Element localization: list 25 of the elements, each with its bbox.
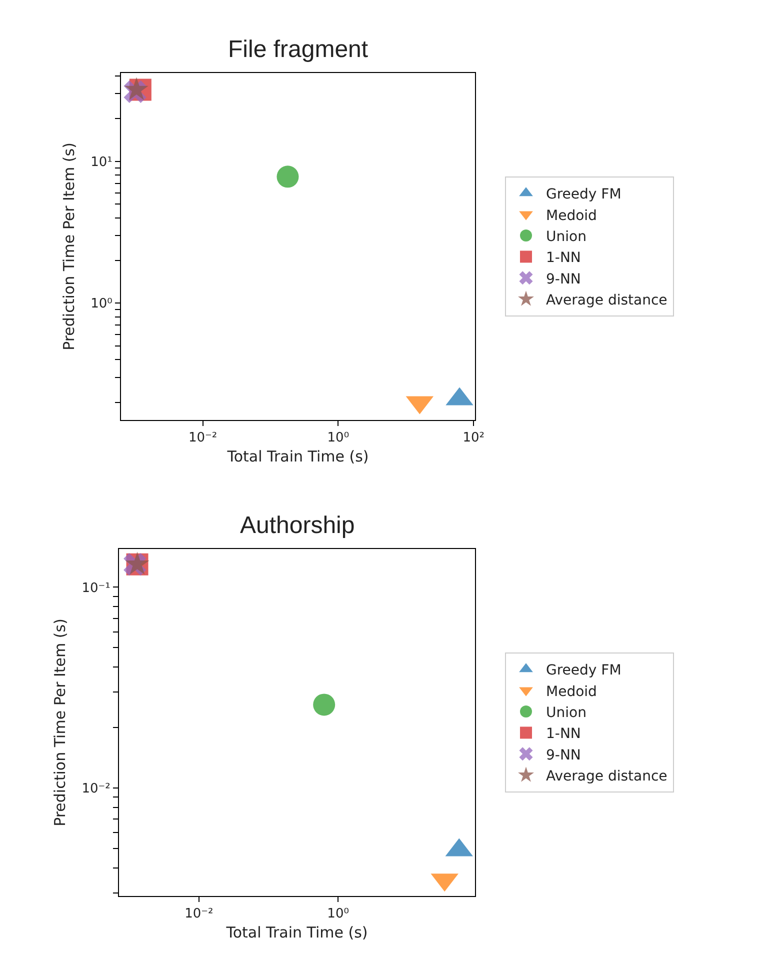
x-axis-title: Total Train Time (s): [226, 448, 369, 466]
chart-title: File fragment: [228, 36, 368, 63]
legend-label: Greedy FM: [546, 662, 622, 679]
legend-label: Medoid: [546, 208, 597, 224]
legend-label: Union: [546, 704, 586, 721]
legend-label: Medoid: [546, 684, 597, 700]
y-axis-title: Prediction Time Per Item (s): [60, 142, 78, 350]
y-tick-label: 10⁻¹: [82, 580, 110, 596]
chart-title: Authorship: [240, 512, 355, 539]
legend-label: Average distance: [546, 292, 668, 309]
y-tick-label: 10⁰: [90, 296, 112, 312]
legend-label: 1-NN: [546, 250, 581, 266]
legend-label: Union: [546, 228, 586, 245]
x-tick-label: 10⁻²: [188, 430, 218, 446]
x-axis-title: Total Train Time (s): [225, 924, 368, 942]
legend-label: 1-NN: [546, 726, 581, 742]
legend-label: Greedy FM: [546, 186, 622, 203]
y-axis-title: Prediction Time Per Item (s): [51, 618, 70, 826]
y-tick-label: 10⁻²: [82, 782, 110, 797]
x-tick-label: 10⁰: [327, 430, 350, 446]
y-tick-label: 10¹: [90, 154, 112, 170]
legend-label: Average distance: [546, 768, 668, 785]
legend-label: 9-NN: [546, 271, 581, 288]
x-tick-label: 10²: [462, 430, 484, 446]
legend-label: 9-NN: [546, 747, 581, 764]
